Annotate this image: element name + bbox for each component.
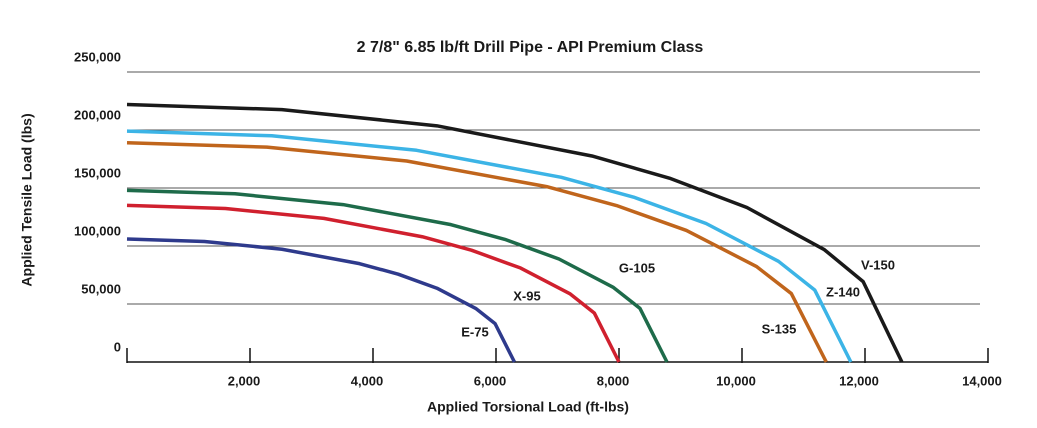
series-line	[126, 203, 621, 363]
x-tick-label: 2,000	[228, 373, 261, 388]
series-line	[126, 102, 904, 363]
x-tick-label: 14,000	[962, 373, 1002, 388]
series-line	[126, 188, 669, 363]
y-tick-label: 250,000	[74, 49, 121, 64]
y-tick-label: 50,000	[81, 281, 121, 296]
y-axis-title: Applied Tensile Load (lbs)	[19, 113, 35, 286]
x-tick-label: 10,000	[716, 373, 756, 388]
series-label: V-150	[861, 257, 895, 272]
series-label: E-75	[461, 324, 488, 339]
series-label: Z-140	[826, 284, 860, 299]
y-tick-label: 100,000	[74, 223, 121, 238]
series-label: S-135	[762, 321, 797, 336]
x-tick-label: 12,000	[839, 373, 879, 388]
x-tick-label: 6,000	[474, 373, 507, 388]
y-tick-label: 0	[114, 339, 121, 354]
y-tick-label: 200,000	[74, 107, 121, 122]
series-label: X-95	[513, 288, 540, 303]
x-axis-title: Applied Torsional Load (ft-lbs)	[427, 399, 629, 415]
series-label: G-105	[619, 260, 655, 275]
x-tick-label: 8,000	[597, 373, 630, 388]
x-tick-label: 4,000	[351, 373, 384, 388]
series-line	[126, 129, 853, 363]
series-line	[126, 237, 517, 363]
y-tick-label: 150,000	[74, 165, 121, 180]
chart-title: 2 7/8" 6.85 lb/ft Drill Pipe - API Premi…	[357, 39, 704, 56]
series-line	[126, 141, 828, 363]
